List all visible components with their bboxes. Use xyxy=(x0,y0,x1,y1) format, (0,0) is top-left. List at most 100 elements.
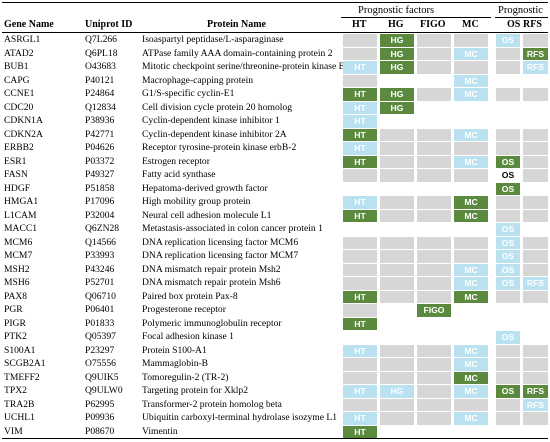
ht-status-cell xyxy=(343,371,377,384)
mc-status-cell xyxy=(454,236,488,249)
uniprot-id-cell: Q7L266 xyxy=(85,34,117,45)
os-status-cell: OS xyxy=(496,169,520,182)
table-row: SCGB2A1 O75556 Mammaglobin-B MC xyxy=(2,357,548,371)
col-header-gene-name: Gene Name xyxy=(4,19,54,30)
hg-status-cell xyxy=(380,344,414,357)
uniprot-id-cell: P38936 xyxy=(85,115,115,126)
table-row: CDC20 Q12834 Cell division cycle protein 2… xyxy=(2,101,548,115)
mc-status-cell: MC xyxy=(454,88,488,101)
mc-status-cell xyxy=(454,398,488,411)
mc-status-cell: MC xyxy=(454,277,488,290)
protein-name-cell: G1/S-specific cyclin-E1 xyxy=(142,88,235,99)
rfs-status-cell xyxy=(523,290,548,303)
protein-name-cell: Cell division cycle protein 20 homolog xyxy=(142,101,293,113)
ht-status-cell: HT xyxy=(343,317,377,330)
mc-status-cell: MC xyxy=(454,371,488,384)
ht-status-cell: HT xyxy=(343,115,377,128)
hg-status-cell xyxy=(380,412,414,425)
hg-status-cell xyxy=(380,169,414,182)
rfs-status-cell xyxy=(523,344,548,357)
hg-status-cell: HG xyxy=(380,61,414,74)
mc-status-cell: MC xyxy=(454,155,488,168)
hg-status-cell: HG xyxy=(380,47,414,60)
rfs-status-cell: RFS xyxy=(523,47,548,60)
figo-status-cell xyxy=(417,142,451,155)
ht-status-cell: HT xyxy=(343,155,377,168)
col-header-figo: FIGO xyxy=(420,19,446,30)
protein-name-cell: Vimentin xyxy=(142,425,178,437)
protein-name-cell: Isoaspartyl peptidase/L-asparaginase xyxy=(142,34,284,45)
figo-status-cell xyxy=(417,344,451,357)
protein-name-cell: DNA mismatch repair protein Msh2 xyxy=(142,263,281,275)
table-row: PAX8 Q06710 Paired box protein Pax-8 HT MC xyxy=(2,290,548,304)
rfs-status-cell xyxy=(523,209,548,222)
gene-name-cell: CDKN2A xyxy=(4,128,43,140)
protein-name-cell: Cyclin-dependent kinase inhibitor 2A xyxy=(142,128,287,140)
protein-name-cell: DNA replication licensing factor MCM6 xyxy=(142,236,299,248)
os-status-cell xyxy=(496,371,520,384)
os-status-cell xyxy=(496,61,520,74)
uniprot-id-cell: P03372 xyxy=(85,155,115,167)
protein-name-cell: Tomoregulin-2 (TR-2) xyxy=(142,371,229,383)
protein-name-cell: High mobility group protein xyxy=(142,196,251,207)
table-row: PGR P06401 Progesterone receptor FIGO xyxy=(2,303,548,317)
uniprot-id-cell: O43683 xyxy=(85,61,116,72)
hg-status-cell: HG xyxy=(380,101,414,114)
protein-name-cell: Mammaglobin-B xyxy=(142,358,209,369)
protein-name-cell: Mitotic checkpoint serine/threonine-prot… xyxy=(142,61,364,72)
figo-status-cell xyxy=(417,371,451,384)
uniprot-id-cell: P51858 xyxy=(85,182,115,194)
table-row: PIGR P01833 Polymeric immunoglobulin recep… xyxy=(2,317,548,331)
protein-name-cell: DNA mismatch repair protein Msh6 xyxy=(142,277,281,288)
protein-name-cell: Progesterone receptor xyxy=(142,304,226,315)
col-header-ht: HT xyxy=(352,19,367,30)
hg-status-cell xyxy=(380,209,414,222)
table-row: CAPG P40121 Macrophage-capping protein MC xyxy=(2,74,548,88)
os-status-cell: OS xyxy=(496,236,520,249)
col-header-protein-name: Protein Name xyxy=(207,19,266,30)
mc-status-cell xyxy=(454,250,488,263)
mc-status-cell xyxy=(454,142,488,155)
mc-status-cell xyxy=(454,169,488,182)
table-row: TRA2B P62995 Transformer-2 protein homolog… xyxy=(2,398,548,412)
table-row: VIM P08670 Vimentin HT xyxy=(2,425,548,439)
os-status-cell: OS xyxy=(496,155,520,168)
table-row: MCM6 Q14566 DNA replication licensing fact… xyxy=(2,236,548,250)
mc-status-cell xyxy=(454,61,488,74)
col-header-rfs: RFS xyxy=(523,19,542,30)
gene-name-cell: PIGR xyxy=(4,317,26,329)
uniprot-id-cell: P23297 xyxy=(85,344,115,356)
os-status-cell: OS xyxy=(496,223,520,236)
uniprot-id-cell: Q06710 xyxy=(85,290,116,302)
mc-status-cell: MC xyxy=(454,358,488,371)
os-status-cell xyxy=(496,142,520,155)
figo-status-cell xyxy=(417,290,451,303)
ht-status-cell xyxy=(343,250,377,263)
figo-status-cell xyxy=(417,47,451,60)
ht-status-cell: HT xyxy=(343,88,377,101)
rfs-status-cell xyxy=(523,371,548,384)
ht-status-cell xyxy=(343,47,377,60)
protein-name-cell: Targeting protein for Xklp2 xyxy=(142,385,248,396)
protein-name-cell: ATPase family AAA domain-containing prot… xyxy=(142,47,333,59)
figo-status-cell xyxy=(417,358,451,371)
gene-name-cell: S100A1 xyxy=(4,344,36,356)
rfs-status-cell xyxy=(523,263,548,276)
gene-name-cell: HMGA1 xyxy=(4,196,39,207)
uniprot-id-cell: Q9UIK5 xyxy=(85,371,119,383)
protein-name-cell: Fatty acid synthase xyxy=(142,169,216,180)
table-row: BUB1 O43683 Mitotic checkpoint serine/thre… xyxy=(2,60,548,74)
gene-name-cell: CCNE1 xyxy=(4,88,35,99)
rfs-status-cell: RFS xyxy=(523,277,548,290)
ht-status-cell: HT xyxy=(343,344,377,357)
uniprot-id-cell: P40121 xyxy=(85,74,115,86)
mc-status-cell: MC xyxy=(454,47,488,60)
table-row: S100A1 P23297 Protein S100-A1 HT MC xyxy=(2,344,548,358)
gene-name-cell: ESR1 xyxy=(4,155,27,167)
mc-status-cell: MC xyxy=(454,412,488,425)
rfs-status-cell xyxy=(523,88,548,101)
table-row: PTK2 Q05397 Focal adhesion kinase 1 OS xyxy=(2,330,548,344)
uniprot-id-cell: P52701 xyxy=(85,277,115,288)
hg-status-cell: HG xyxy=(380,34,414,47)
uniprot-id-cell: P08670 xyxy=(85,425,115,437)
